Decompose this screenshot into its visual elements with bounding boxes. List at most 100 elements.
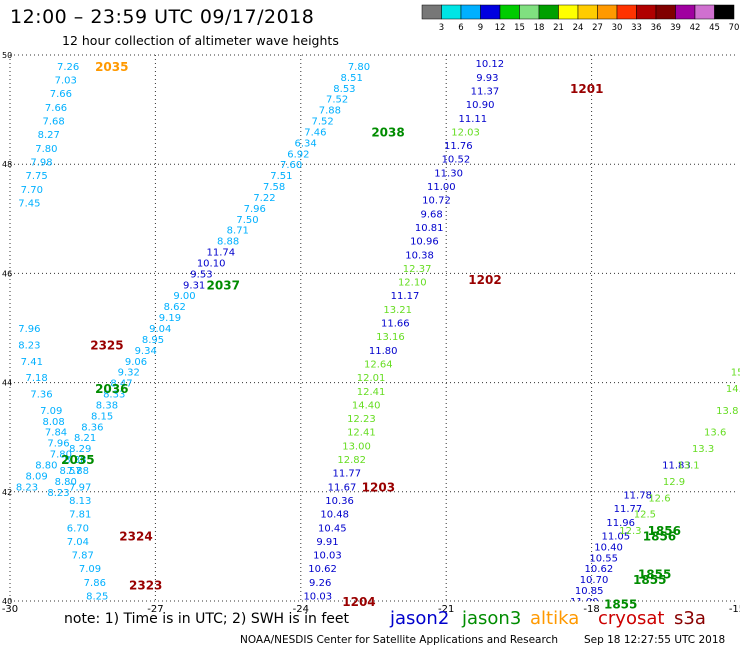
wave-height-point: 13.6 bbox=[704, 428, 726, 439]
colorbar-label: 27 bbox=[592, 23, 603, 33]
colorbar-swatch bbox=[480, 4, 501, 20]
wave-height-point: 12.3 bbox=[619, 526, 641, 537]
wave-height-point: 7.60 bbox=[280, 160, 302, 171]
wave-height-point: 7.84 bbox=[45, 428, 67, 439]
colorbar-label: 9 bbox=[478, 23, 483, 33]
wave-height-point: 11.78 bbox=[623, 491, 652, 502]
wave-height-point: 12.41 bbox=[347, 428, 376, 439]
legend-jason2: jason2 bbox=[390, 608, 450, 629]
wave-height-point: 10.85 bbox=[575, 586, 604, 597]
pass-time-label: 2325 bbox=[90, 338, 123, 352]
wave-height-point: 6.34 bbox=[295, 138, 317, 149]
wave-height-point: 7.81 bbox=[69, 510, 91, 521]
wave-height-point: 7.04 bbox=[67, 537, 89, 548]
wave-height-point: 8.33 bbox=[103, 390, 125, 401]
pass-time-label: 2323 bbox=[129, 579, 162, 593]
x-tick-label: -24 bbox=[293, 604, 309, 615]
wave-height-point: 12.41 bbox=[357, 387, 386, 398]
wave-height-point: 8.53 bbox=[333, 84, 355, 95]
wave-height-point: 7.86 bbox=[84, 578, 106, 589]
wave-height-point: 9.19 bbox=[159, 313, 181, 324]
wave-height-point: 7.80 bbox=[35, 144, 57, 155]
wave-height-point: 12.9 bbox=[663, 477, 685, 488]
wave-height-point: 7.88 bbox=[67, 466, 89, 477]
wave-height-point: 9.93 bbox=[476, 73, 498, 84]
colorbar-swatch bbox=[441, 4, 462, 20]
legend-altika: altika bbox=[530, 608, 580, 629]
wave-height-point: 10.38 bbox=[405, 250, 434, 261]
y-tick-label: 44 bbox=[2, 379, 12, 388]
note-text: note: 1) Time is in UTC; 2) SWH is in fe… bbox=[64, 611, 350, 627]
wave-height-point: 8.38 bbox=[64, 455, 86, 466]
wave-height-point: 9.93 bbox=[561, 635, 583, 646]
wave-height-point: 8.80 bbox=[55, 477, 77, 488]
wave-height-point: 12.10 bbox=[398, 278, 427, 289]
wave-height-point: 10.03 bbox=[313, 551, 342, 562]
wave-height-point: 11.00 bbox=[570, 597, 599, 608]
wave-height-point: 11.67 bbox=[328, 482, 357, 493]
pass-time-label: 1855 bbox=[604, 598, 637, 612]
wave-height-point: 7.51 bbox=[270, 171, 292, 182]
x-tick-label: -21 bbox=[438, 604, 454, 615]
colorbar-swatch bbox=[538, 4, 559, 20]
colorbar-label: 12 bbox=[495, 23, 506, 33]
wave-height-point: 7.58 bbox=[263, 182, 285, 193]
pass-time-label: 2035 bbox=[95, 60, 128, 74]
wave-height-point: 9.04 bbox=[149, 324, 171, 335]
wave-height-point: 10.55 bbox=[589, 553, 618, 564]
wave-height-point: 11.74 bbox=[207, 248, 236, 259]
pass-time-label: 2038 bbox=[371, 125, 404, 139]
wave-height-point: 6.70 bbox=[67, 523, 89, 534]
colorbar-swatch bbox=[558, 4, 579, 20]
wave-height-point: 10.03 bbox=[303, 592, 332, 603]
wave-height-point: 15.2 bbox=[731, 368, 740, 379]
wave-height-point: 9.31 bbox=[183, 280, 205, 291]
wave-height-point: 13.21 bbox=[383, 305, 412, 316]
colorbar-label: 42 bbox=[690, 23, 701, 33]
x-tick-label: -30 bbox=[2, 604, 18, 615]
wave-height-point: 7.46 bbox=[304, 127, 326, 138]
pass-time-label: 1855 bbox=[633, 573, 666, 587]
wave-height-point: 11.30 bbox=[434, 168, 463, 179]
wave-height-point: 8.21 bbox=[74, 433, 96, 444]
colorbar-label: 24 bbox=[573, 23, 584, 33]
wave-height-point: 7.96 bbox=[47, 439, 69, 450]
wave-height-point: 7.66 bbox=[50, 89, 72, 100]
pass-time-label: 1856 bbox=[643, 529, 676, 543]
wave-height-point: 10.81 bbox=[415, 223, 444, 234]
wave-height-point: 7.96 bbox=[18, 324, 40, 335]
wave-height-point: 11.83 bbox=[662, 461, 691, 472]
pass-time-label: 1856 bbox=[648, 524, 681, 538]
colorbar-label: 36 bbox=[651, 23, 662, 33]
wave-height-point: 8.80 bbox=[35, 461, 57, 472]
wave-height-point: 7.45 bbox=[18, 198, 40, 209]
wave-height-point: 10.45 bbox=[318, 523, 347, 534]
pass-time-label: 2035 bbox=[61, 453, 94, 467]
pass-time-label: 1855 bbox=[638, 568, 671, 582]
wave-height-point: 9.06 bbox=[125, 357, 147, 368]
x-tick-label: -27 bbox=[147, 604, 163, 615]
colorbar-label: 70 bbox=[729, 23, 740, 33]
wave-height-point: 7.09 bbox=[79, 564, 101, 575]
wave-height-point: 8.23 bbox=[47, 488, 69, 499]
wave-height-point: 8.13 bbox=[69, 496, 91, 507]
wave-height-point: 12.64 bbox=[364, 359, 393, 370]
wave-height-point: 12.03 bbox=[451, 127, 480, 138]
wave-height-point: 8.23 bbox=[18, 340, 40, 351]
wave-height-point: 13.00 bbox=[342, 441, 371, 452]
colorbar-swatch bbox=[655, 4, 676, 20]
wave-height-point: 9.77 bbox=[297, 646, 319, 650]
wave-height-point: 7.36 bbox=[30, 390, 52, 401]
legend-cryosat: cryosat bbox=[598, 608, 665, 629]
y-tick-label: 48 bbox=[2, 160, 12, 169]
wave-height-point: 8.57 bbox=[59, 466, 81, 477]
wave-height-point: 12.6 bbox=[648, 493, 670, 504]
wave-height-point: 10.96 bbox=[410, 237, 439, 248]
wave-height-point: 13.1 bbox=[677, 461, 699, 472]
chart-subtitle: 12 hour collection of altimeter wave hei… bbox=[62, 33, 339, 48]
wave-height-point: 7.75 bbox=[26, 171, 48, 182]
wave-height-point: 8.29 bbox=[69, 444, 91, 455]
pass-time-label: 1202 bbox=[468, 273, 501, 287]
wave-height-point: 9.32 bbox=[118, 368, 140, 379]
